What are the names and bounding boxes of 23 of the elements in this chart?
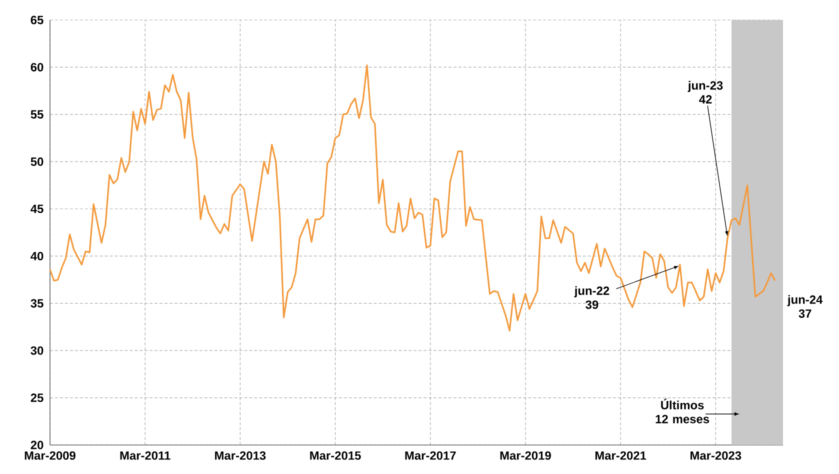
y-tick-label: 65 (30, 16, 44, 24)
y-tick-label: 50 (30, 157, 44, 166)
y-tick-label: 40 (30, 252, 44, 260)
x-tick-label: Mar-2009 (24, 451, 76, 460)
x-tick-label: Mar-2013 (215, 451, 266, 460)
y-tick-label: 20 (30, 440, 44, 450)
x-tick-label: Mar-2021 (595, 451, 646, 460)
band-label: Últimos 12 meses (656, 398, 710, 424)
y-tick-label: 45 (30, 204, 44, 214)
annotation: jun-23 42 (688, 80, 723, 104)
y-tick-label: 25 (30, 394, 44, 402)
x-tick-label: Mar-2023 (690, 451, 742, 460)
annotation: jun-22 39 (574, 286, 610, 309)
y-tick-label: 55 (30, 110, 44, 119)
y-tick-label: 60 (30, 62, 44, 72)
x-tick-label: Mar-2017 (405, 451, 456, 460)
annotation: jun-24 37 (787, 295, 823, 318)
line-series (49, 64, 776, 332)
x-tick-label: Mar-2015 (310, 451, 361, 460)
x-tick-label: Mar-2019 (500, 451, 551, 460)
y-tick-label: 30 (30, 346, 44, 355)
x-tick-label: Mar-2011 (120, 451, 170, 460)
y-tick-label: 35 (30, 299, 44, 308)
